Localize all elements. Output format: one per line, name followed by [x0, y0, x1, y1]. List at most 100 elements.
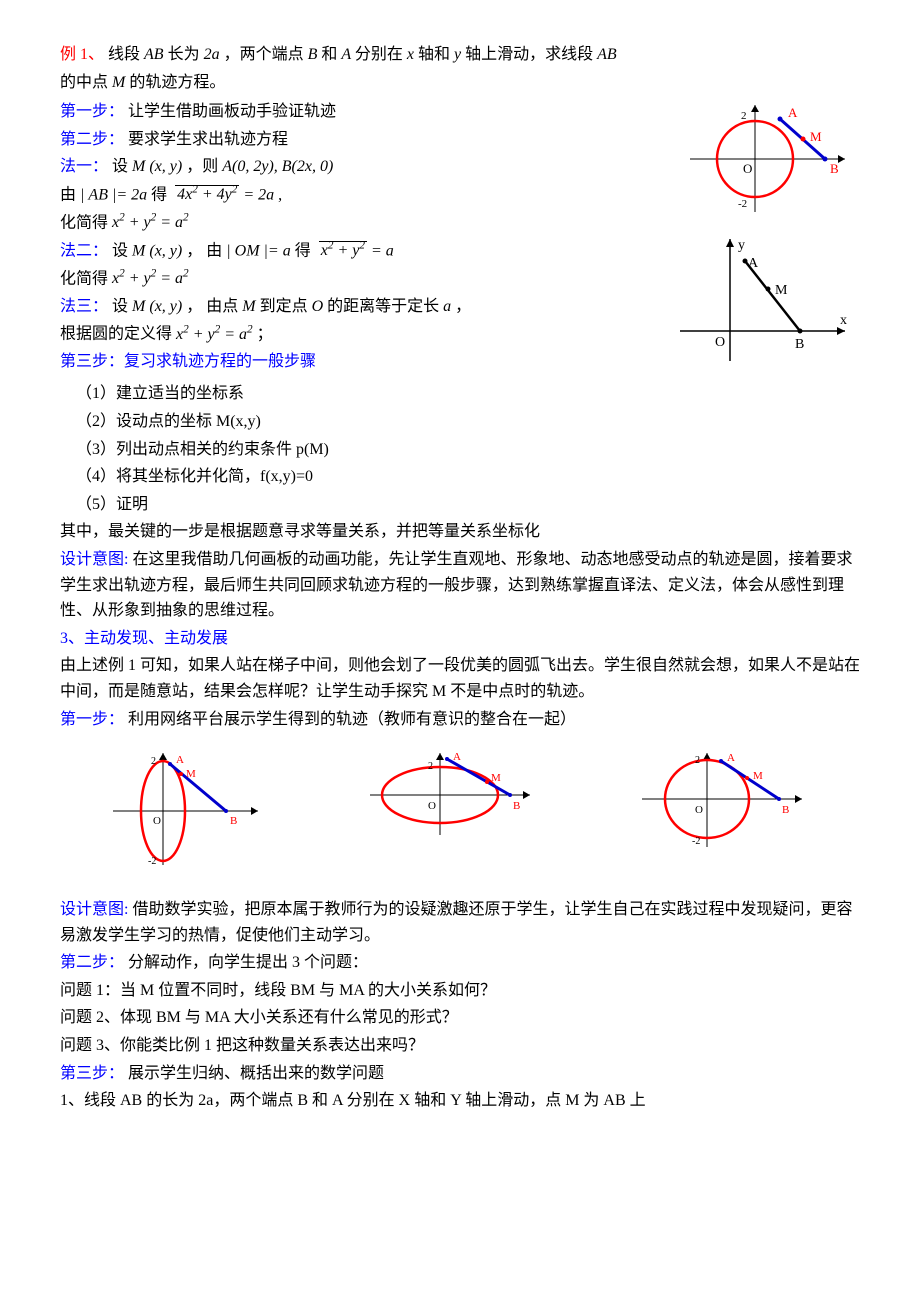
step-text: 分解动作，向学生提出 3 个问题： — [128, 954, 368, 971]
svg-text:2: 2 — [151, 756, 156, 767]
figure-circle: A M O B 2 -2 — [670, 97, 855, 222]
text: 的中点 — [60, 74, 108, 91]
text: 化简得 — [60, 214, 108, 231]
svg-text:O: O — [715, 335, 725, 350]
substep: （1）建立适当的坐标系 — [60, 381, 860, 407]
svg-text:B: B — [782, 804, 789, 816]
svg-text:x: x — [840, 313, 847, 328]
svg-text:2: 2 — [695, 755, 700, 766]
svg-text:A: A — [453, 751, 461, 763]
figure-column: A M O B 2 -2 A M O B x y — [660, 97, 860, 379]
svg-text:A: A — [748, 256, 759, 271]
example-1-statement: 例 1、 线段 AB 长为 2a ，两个端点 B 和 A 分别在 x 轴和 y … — [60, 42, 860, 68]
example-label: 例 1、 — [60, 46, 104, 63]
text: 得 — [151, 186, 167, 203]
var: 2a — [204, 46, 224, 63]
problem-1: 1、线段 AB 的长为 2a，两个端点 B 和 A 分别在 X 轴和 Y 轴上滑… — [60, 1088, 860, 1114]
question: 问题 1：当 M 位置不同时，线段 BM 与 MA 的大小关系如何？ — [60, 978, 860, 1004]
formula-sqrt: x2 + y2 = a — [315, 241, 394, 259]
ellipse-row: A M O B 2 -2 A M O B 2 A M O B 2 — [60, 747, 860, 872]
substep: （4）将其坐标化并化简，f(x,y)=0 — [60, 464, 860, 490]
svg-text:B: B — [513, 800, 520, 812]
text: ，则 — [186, 158, 218, 175]
text: 和 — [321, 46, 337, 63]
var: x — [407, 46, 418, 63]
step-line: 第二步： 要求学生求出轨迹方程 — [60, 127, 660, 153]
method-1-eq: 由 | AB |= 2a 得 4x2 + 4y2 = 2a , — [60, 182, 660, 208]
text: 轴和 — [418, 46, 450, 63]
step-text: 让学生借助画板动手验证轨迹 — [128, 103, 336, 120]
section-3-para: 由上述例 1 可知，如果人站在梯子中间，则他会划了一段优美的圆弧飞出去。学生很自… — [60, 653, 860, 704]
text: 设 — [112, 298, 128, 315]
step-line: 第一步： 让学生借助画板动手验证轨迹 — [60, 99, 660, 125]
svg-text:B: B — [830, 161, 839, 176]
svg-text:2: 2 — [741, 110, 747, 122]
text: 长为 — [168, 46, 200, 63]
step-line: 第三步： 展示学生归纳、概括出来的数学问题 — [60, 1061, 860, 1087]
text: 设 — [112, 158, 128, 175]
example-1-line2: 的中点 M 的轨迹方程。 — [60, 70, 860, 96]
svg-text:-2: -2 — [148, 856, 156, 867]
step-label: 第三步： — [60, 1065, 124, 1082]
design-intent-2: 设计意图: 借助数学实验，把原本属于教师行为的设疑激趣还原于学生，让学生自己在实… — [60, 897, 860, 948]
text: , — [278, 186, 282, 203]
method-2-line: 法二： 设 M (x, y) ， 由 | OM |= a 得 x2 + y2 =… — [60, 238, 660, 264]
svg-text:M: M — [186, 768, 196, 780]
design-intent-label: 设计意图: — [60, 551, 128, 568]
var: AB — [144, 46, 168, 63]
var: A — [341, 46, 354, 63]
formula: x2 + y2 = a2 — [176, 326, 253, 343]
substep: （5）证明 — [60, 492, 860, 518]
step-line: 第一步： 利用网络平台展示学生得到的轨迹（教师有意识的整合在一起） — [60, 707, 860, 733]
ellipse-figure-2: A M O B 2 — [365, 747, 540, 847]
svg-text:2: 2 — [428, 761, 433, 772]
figure-axes: A M O B x y — [670, 231, 855, 371]
var: O — [312, 298, 328, 315]
step-label: 第一步： — [60, 103, 124, 120]
substep: （2）设动点的坐标 M(x,y) — [60, 409, 860, 435]
svg-text:O: O — [428, 800, 436, 812]
text: 得 — [295, 242, 311, 259]
method-label: 法二： — [60, 242, 108, 259]
var: M — [242, 298, 259, 315]
svg-text:M: M — [775, 283, 788, 298]
step-text: 要求学生求出轨迹方程 — [128, 131, 288, 148]
step-label: 第二步： — [60, 131, 124, 148]
key-point: 其中，最关键的一步是根据题意寻求等量关系，并把等量关系坐标化 — [60, 519, 860, 545]
question: 问题 3、你能类比例 1 把这种数量关系表达出来吗？ — [60, 1033, 860, 1059]
svg-text:O: O — [695, 804, 703, 816]
text: ； — [257, 326, 273, 343]
text: 化简得 — [60, 270, 108, 287]
svg-text:B: B — [795, 337, 804, 352]
formula: x2 + y2 = a2 — [112, 214, 189, 231]
var: a — [443, 298, 455, 315]
text: ， — [455, 298, 471, 315]
formula: | AB |= 2a — [80, 186, 151, 203]
svg-text:M: M — [753, 770, 763, 782]
text: 分别在 — [355, 46, 403, 63]
formula: x2 + y2 = a2 — [112, 270, 189, 287]
var: y — [454, 46, 465, 63]
svg-text:M: M — [491, 772, 501, 784]
formula: M (x, y) — [132, 242, 186, 259]
svg-text:B: B — [230, 815, 237, 827]
step-line: 第二步： 分解动作，向学生提出 3 个问题： — [60, 950, 860, 976]
formula: M (x, y) — [132, 158, 186, 175]
text: ，两个端点 — [224, 46, 304, 63]
two-column-region: 第一步： 让学生借助画板动手验证轨迹 第二步： 要求学生求出轨迹方程 法一： 设… — [60, 97, 860, 379]
svg-text:y: y — [738, 238, 745, 253]
text: 的轨迹方程。 — [129, 74, 225, 91]
var: B — [308, 46, 322, 63]
question: 问题 2、体现 BM 与 MA 大小关系还有什么常见的形式？ — [60, 1005, 860, 1031]
step-text: 利用网络平台展示学生得到的轨迹（教师有意识的整合在一起） — [128, 711, 576, 728]
text: ， 由点 — [186, 298, 238, 315]
substep: （3）列出动点相关的约束条件 p(M) — [60, 437, 860, 463]
design-intent-text: 在这里我借助几何画板的动画功能，先让学生直观地、形象地、动态地感受动点的轨迹是圆… — [60, 551, 852, 619]
formula: M (x, y) — [132, 298, 186, 315]
design-intent-text: 借助数学实验，把原本属于教师行为的设疑激趣还原于学生，让学生自己在实践过程中发现… — [60, 901, 852, 944]
svg-text:A: A — [176, 754, 184, 766]
method-1-line: 法一： 设 M (x, y) ，则 A(0, 2y), B(2x, 0) — [60, 154, 660, 180]
svg-text:M: M — [810, 129, 822, 144]
ellipse-figure-1: A M O B 2 -2 — [108, 747, 268, 872]
text: ， 由 — [186, 242, 222, 259]
